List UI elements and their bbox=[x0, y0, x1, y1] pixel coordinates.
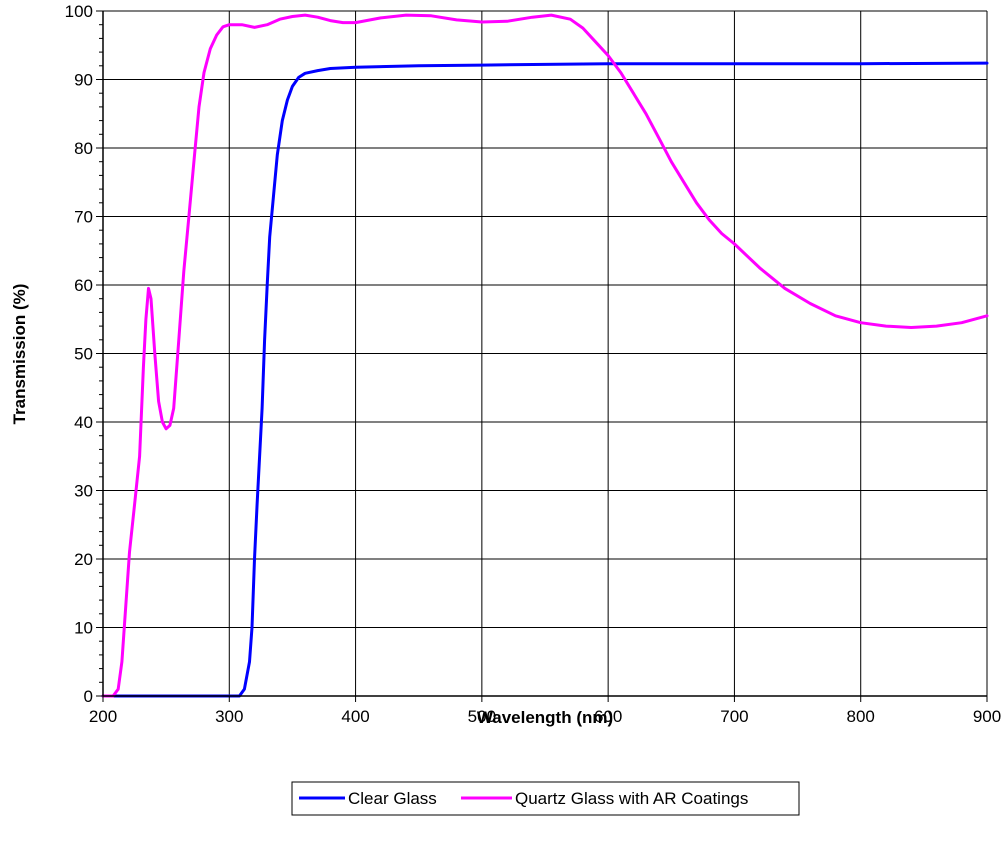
x-tick-label-900: 900 bbox=[973, 707, 1001, 726]
axis-layer bbox=[96, 10, 988, 702]
x-tick-label-200: 200 bbox=[89, 707, 117, 726]
y-tick-label-60: 60 bbox=[74, 276, 93, 295]
y-tick-label-80: 80 bbox=[74, 139, 93, 158]
y-tick-label-40: 40 bbox=[74, 413, 93, 432]
y-tick-label-30: 30 bbox=[74, 482, 93, 501]
grid-lines bbox=[102, 10, 988, 697]
y-tick-label-70: 70 bbox=[74, 208, 93, 227]
legend-label-quartz-glass: Quartz Glass with AR Coatings bbox=[515, 789, 748, 808]
series-line-clear-glass bbox=[101, 61, 989, 698]
legend-label-clear-glass: Clear Glass bbox=[348, 789, 437, 808]
y-axis-title: Transmission (%) bbox=[10, 284, 29, 425]
legend-box bbox=[291, 781, 800, 816]
y-tick-label-10: 10 bbox=[74, 619, 93, 638]
x-tick-label-500: 500 bbox=[468, 707, 496, 726]
x-tick-label-800: 800 bbox=[847, 707, 875, 726]
x-tick-label-300: 300 bbox=[215, 707, 243, 726]
legend: Clear Glass Quartz Glass with AR Coating… bbox=[291, 781, 800, 816]
y-tick-label-90: 90 bbox=[74, 71, 93, 90]
x-axis-title: Wavelength (nm) bbox=[477, 708, 613, 727]
y-tick-label-100: 100 bbox=[65, 2, 93, 21]
series-layer bbox=[101, 13, 989, 698]
y-tick-label-20: 20 bbox=[74, 550, 93, 569]
y-tick-label-0: 0 bbox=[84, 687, 93, 706]
tick-labels: 0 10 20 30 40 50 60 70 80 90 100 200 300 400 500 600 700… bbox=[65, 2, 1002, 726]
x-tick-label-600: 600 bbox=[594, 707, 622, 726]
y-tick-label-50: 50 bbox=[74, 345, 93, 364]
x-tick-label-400: 400 bbox=[341, 707, 369, 726]
series-line-quartz-glass bbox=[101, 13, 989, 698]
x-tick-label-700: 700 bbox=[720, 707, 748, 726]
